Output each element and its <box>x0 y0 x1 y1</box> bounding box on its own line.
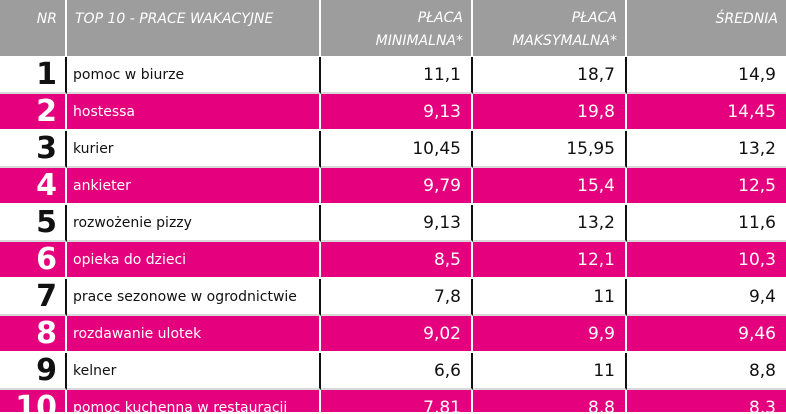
row-max-wage: 9,9 <box>473 316 627 353</box>
row-average: 10,3 <box>627 242 786 279</box>
header-min-line2: MINIMALNA* <box>375 33 463 49</box>
row-rank: 8 <box>0 316 67 353</box>
row-rank: 6 <box>0 242 67 279</box>
header-average: ŚREDNIA <box>627 0 786 56</box>
row-min-wage: 7,8 <box>321 279 473 316</box>
row-rank: 2 <box>0 94 67 131</box>
row-min-wage: 9,79 <box>321 168 473 205</box>
row-rank: 7 <box>0 279 67 316</box>
row-min-wage: 8,5 <box>321 242 473 279</box>
row-job-name: pomoc w biurze <box>67 57 321 94</box>
row-job-name: ankieter <box>67 168 321 205</box>
row-max-wage: 13,2 <box>473 205 627 242</box>
row-job-name: opieka do dzieci <box>67 242 321 279</box>
table-row: 4 ankieter 9,79 15,4 12,5 <box>0 168 786 205</box>
row-average: 14,9 <box>627 57 786 94</box>
row-max-wage: 15,4 <box>473 168 627 205</box>
row-average: 8,3 <box>627 390 786 414</box>
row-job-name: kurier <box>67 131 321 168</box>
row-average: 9,46 <box>627 316 786 353</box>
header-max-line2: MAKSYMALNA* <box>512 33 617 49</box>
row-min-wage: 7,81 <box>321 390 473 414</box>
table-row: 1 pomoc w biurze 11,1 18,7 14,9 <box>0 57 786 94</box>
row-job-name: prace sezonowe w ogrodnictwie <box>67 279 321 316</box>
row-job-name: rozdawanie ulotek <box>67 316 321 353</box>
row-average: 14,45 <box>627 94 786 131</box>
row-min-wage: 11,1 <box>321 57 473 94</box>
row-min-wage: 6,6 <box>321 353 473 390</box>
table-row: 10 pomoc kuchenna w restauracji 7,81 8,8… <box>0 390 786 414</box>
header-nr: NR <box>0 0 67 56</box>
row-max-wage: 19,8 <box>473 94 627 131</box>
row-rank: 4 <box>0 168 67 205</box>
row-max-wage: 8,8 <box>473 390 627 414</box>
header-title: TOP 10 - PRACE WAKACYJNE <box>67 0 321 56</box>
row-min-wage: 9,02 <box>321 316 473 353</box>
row-min-wage: 9,13 <box>321 205 473 242</box>
row-max-wage: 18,7 <box>473 57 627 94</box>
row-average: 11,6 <box>627 205 786 242</box>
row-min-wage: 10,45 <box>321 131 473 168</box>
row-max-wage: 15,95 <box>473 131 627 168</box>
row-max-wage: 11 <box>473 279 627 316</box>
row-average: 8,8 <box>627 353 786 390</box>
row-job-name: kelner <box>67 353 321 390</box>
row-max-wage: 12,1 <box>473 242 627 279</box>
row-job-name: hostessa <box>67 94 321 131</box>
row-rank: 9 <box>0 353 67 390</box>
row-rank: 3 <box>0 131 67 168</box>
table-row: 6 opieka do dzieci 8,5 12,1 10,3 <box>0 242 786 279</box>
row-max-wage: 11 <box>473 353 627 390</box>
table-row: 3 kurier 10,45 15,95 13,2 <box>0 131 786 168</box>
row-rank: 10 <box>0 390 67 414</box>
row-average: 12,5 <box>627 168 786 205</box>
header-min-line1: PŁACA <box>417 10 463 26</box>
row-average: 9,4 <box>627 279 786 316</box>
table-row: 9 kelner 6,6 11 8,8 <box>0 353 786 390</box>
table-row: 7 prace sezonowe w ogrodnictwie 7,8 11 9… <box>0 279 786 316</box>
table-row: 8 rozdawanie ulotek 9,02 9,9 9,46 <box>0 316 786 353</box>
header-max-wage: PŁACA MAKSYMALNA* <box>473 0 627 56</box>
row-job-name: pomoc kuchenna w restauracji <box>67 390 321 414</box>
table-row: 5 rozwożenie pizzy 9,13 13,2 11,6 <box>0 205 786 242</box>
table-header: NR TOP 10 - PRACE WAKACYJNE PŁACA MINIMA… <box>0 0 786 56</box>
header-max-line1: PŁACA <box>571 10 617 26</box>
row-min-wage: 9,13 <box>321 94 473 131</box>
header-min-wage: PŁACA MINIMALNA* <box>321 0 473 56</box>
table-row: 2 hostessa 9,13 19,8 14,45 <box>0 94 786 131</box>
row-rank: 1 <box>0 57 67 94</box>
row-job-name: rozwożenie pizzy <box>67 205 321 242</box>
row-rank: 5 <box>0 205 67 242</box>
row-average: 13,2 <box>627 131 786 168</box>
